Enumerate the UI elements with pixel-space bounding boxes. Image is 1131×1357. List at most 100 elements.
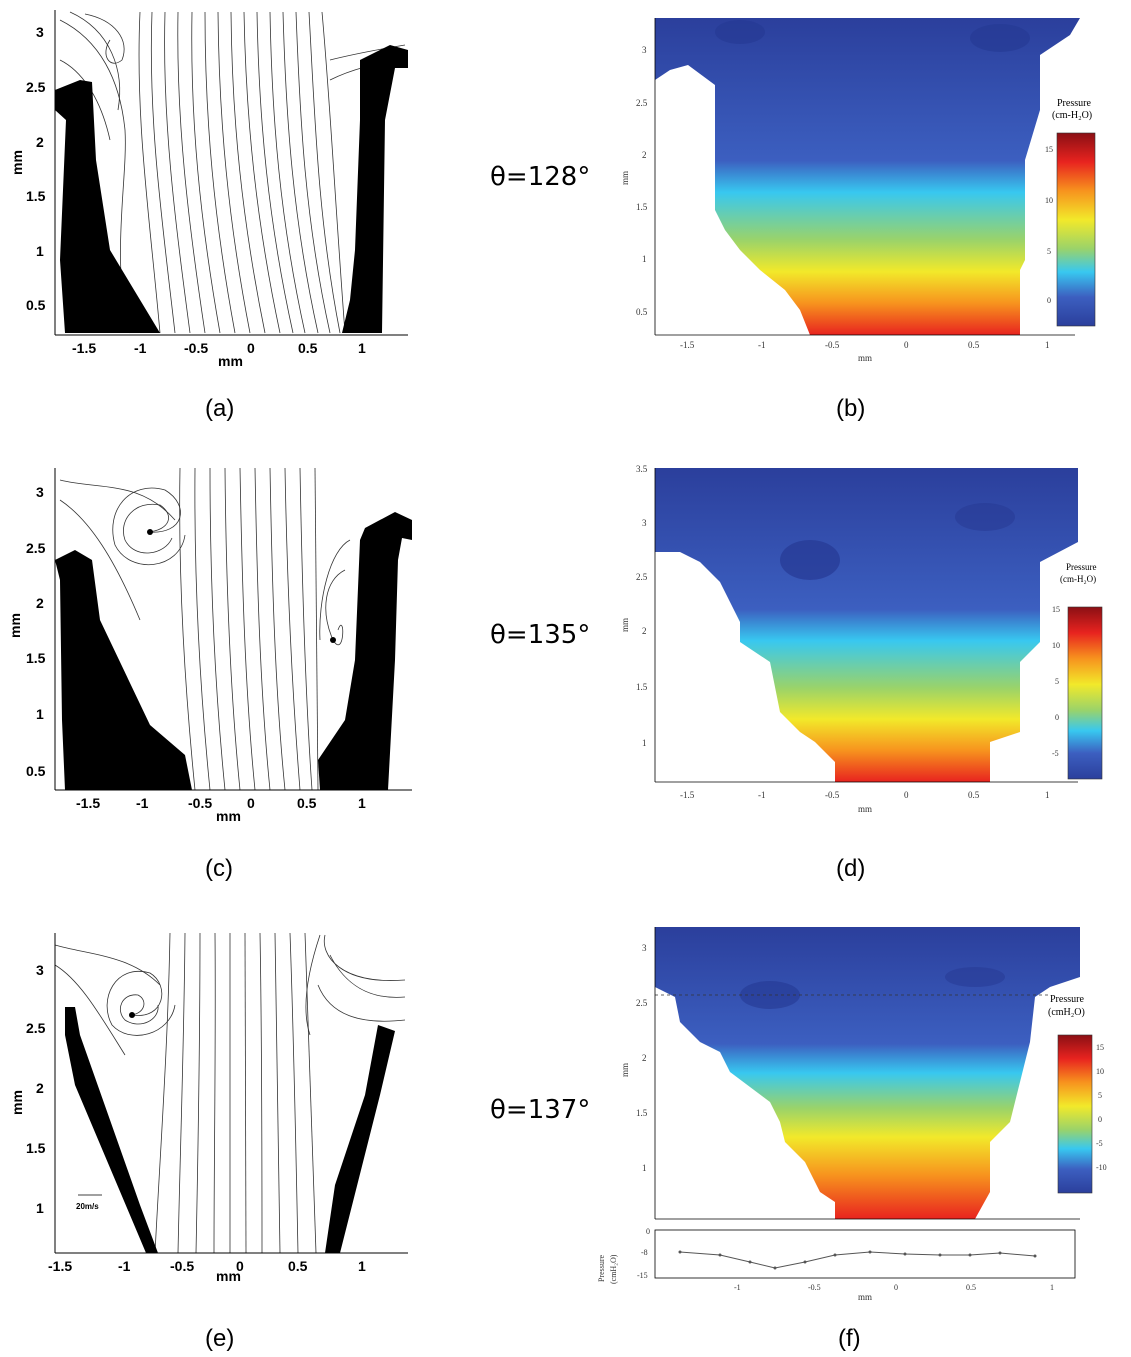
axis-text: 1.5 [636,682,648,692]
ytick-2: 2 [36,134,44,150]
xtick-0-5: 0.5 [968,340,980,350]
axis-text: mm [9,1090,25,1115]
axis-text: 3 [642,943,647,953]
axis-text: 0.5 [966,1283,976,1292]
left-wall [65,1007,158,1253]
axis-text: -1 [734,1283,741,1292]
axis-text: Pressure [1050,994,1084,1005]
axis-text: 1 [36,1200,44,1216]
axis-text: 3 [36,962,44,978]
y-axis-label: mm [9,150,25,175]
colorbar: Pressure (cm-H₂O) 15 10 5 0 [1045,98,1096,327]
xtick-m1-5: -1.5 [680,340,695,350]
panel-label-a: (a) [205,395,235,422]
axis-text: 0 [236,1258,244,1274]
xtick-m1-5: -1.5 [72,340,96,356]
axis-text: (cmH₂O) [609,1254,618,1284]
ytick-0-5: 0.5 [636,307,648,317]
left-wall [55,80,160,333]
streamline-plot-a: 3 2.5 2 1.5 1 0.5 -1.5 -1 -0.5 0 0.5 1 m… [9,10,408,369]
axis-text: 0.5 [297,795,317,811]
axis-text: 5 [1098,1091,1102,1100]
ytick-1-5: 1.5 [26,188,46,204]
axis-text: 1.5 [26,650,46,666]
axis-text: -5 [1096,1139,1103,1148]
axis-text: mm [620,1063,630,1077]
streamlines [54,932,406,1254]
xtick-m0-5: -0.5 [184,340,208,356]
axis-text: 5 [1055,677,1059,686]
pressure-line [679,1251,1036,1269]
axis-text: Pressure [597,1254,606,1282]
axis-text: mm [216,1268,241,1284]
pressure-field [655,18,1080,335]
axis-text: -10 [1096,1163,1107,1172]
xtick-m1: -1 [758,340,766,350]
axis-text: 5 [1047,247,1051,256]
streamline-plot-e: 20m/s 3 2.5 2 1.5 1 -1.5 -1 -0.5 0 0.5 1… [9,932,408,1284]
axis-text: mm [858,1292,872,1302]
ytick-3: 3 [36,24,44,40]
panel-label-e: (e) [205,1325,235,1352]
axis-text: -15 [637,1271,648,1280]
axis-text: 2 [36,1080,44,1096]
axis-text: 1 [1050,1283,1054,1292]
axis-text: 10 [1096,1067,1104,1076]
axis-text: -8 [641,1248,648,1257]
colorbar: Pressure (cmH₂O) 15 10 5 0 -5 -10 [1048,994,1107,1194]
pressure-contour-d: 3.5 3 2.5 2 1.5 1 -1.5 -1 -0.5 0 0.5 1 m… [620,464,1103,814]
xtick-m1: -1 [134,340,147,356]
xtick-0-5: 0.5 [298,340,318,356]
x-axis-label: mm [218,353,243,369]
axis-text: -1 [118,1258,131,1274]
axis-text: 0.5 [288,1258,308,1274]
axis-text: mm [620,618,630,632]
ytick-1-5: 1.5 [636,202,648,212]
right-wall [318,512,412,790]
axis-text: (cm-H₂O) [1060,574,1096,584]
pressure-field [655,468,1078,782]
panel-label-b: (b) [836,395,866,422]
colorbar: Pressure (cm-H₂O) 15 10 5 0 -5 [1052,562,1103,780]
scale-arrow: 20m/s [76,1194,102,1211]
ytick-2-5: 2.5 [636,98,648,108]
axis-text: 3 [36,484,44,500]
axis-text: 2 [642,626,647,636]
axis-text: 1 [1045,790,1050,800]
axis-text: -0.5 [808,1283,821,1292]
left-wall [55,550,192,790]
xtick-1: 1 [1045,340,1050,350]
axis-text: 10 [1052,641,1060,650]
axis-text: 1 [358,795,366,811]
ytick-2-5: 2.5 [26,79,46,95]
axis-text: -0.5 [188,795,212,811]
x-axis-label: mm [858,353,872,363]
xtick-0: 0 [247,340,255,356]
axis-text: -0.5 [170,1258,194,1274]
right-wall [325,1025,395,1253]
pressure-contour-b: 3 2.5 2 1.5 1 0.5 -1.5 -1 -0.5 0 0.5 1 m… [620,18,1096,363]
axis-text: mm [216,808,241,824]
ytick-0-5: 0.5 [26,297,46,313]
axis-text: 2 [36,595,44,611]
panel-label-f: (f) [838,1325,861,1352]
pressure-contour-f: 3 2.5 2 1.5 1 mm Pressure (cmH₂O) 15 10 … [597,927,1107,1302]
axis-text: 3 [642,518,647,528]
axis-text: 2.5 [636,572,648,582]
angle-label-135: θ=135° [490,620,591,650]
axis-text: 1 [642,1163,647,1173]
axis-text: 1 [642,738,647,748]
axis-text: 0 [646,1227,650,1236]
axis-text: 15 [1045,145,1053,154]
axis-text: 0 [904,790,909,800]
axis-text: 0 [1047,296,1051,305]
axis-text: -1 [758,790,766,800]
streamlines [59,467,351,791]
ytick-1: 1 [642,254,647,264]
axis-text: 20m/s [76,1202,99,1211]
axis-text: -1.5 [48,1258,72,1274]
panel-label-c: (c) [205,855,233,882]
axis-text: mm [858,804,872,814]
axis-text: 2.5 [636,998,648,1008]
axis-text: 0.5 [26,763,46,779]
